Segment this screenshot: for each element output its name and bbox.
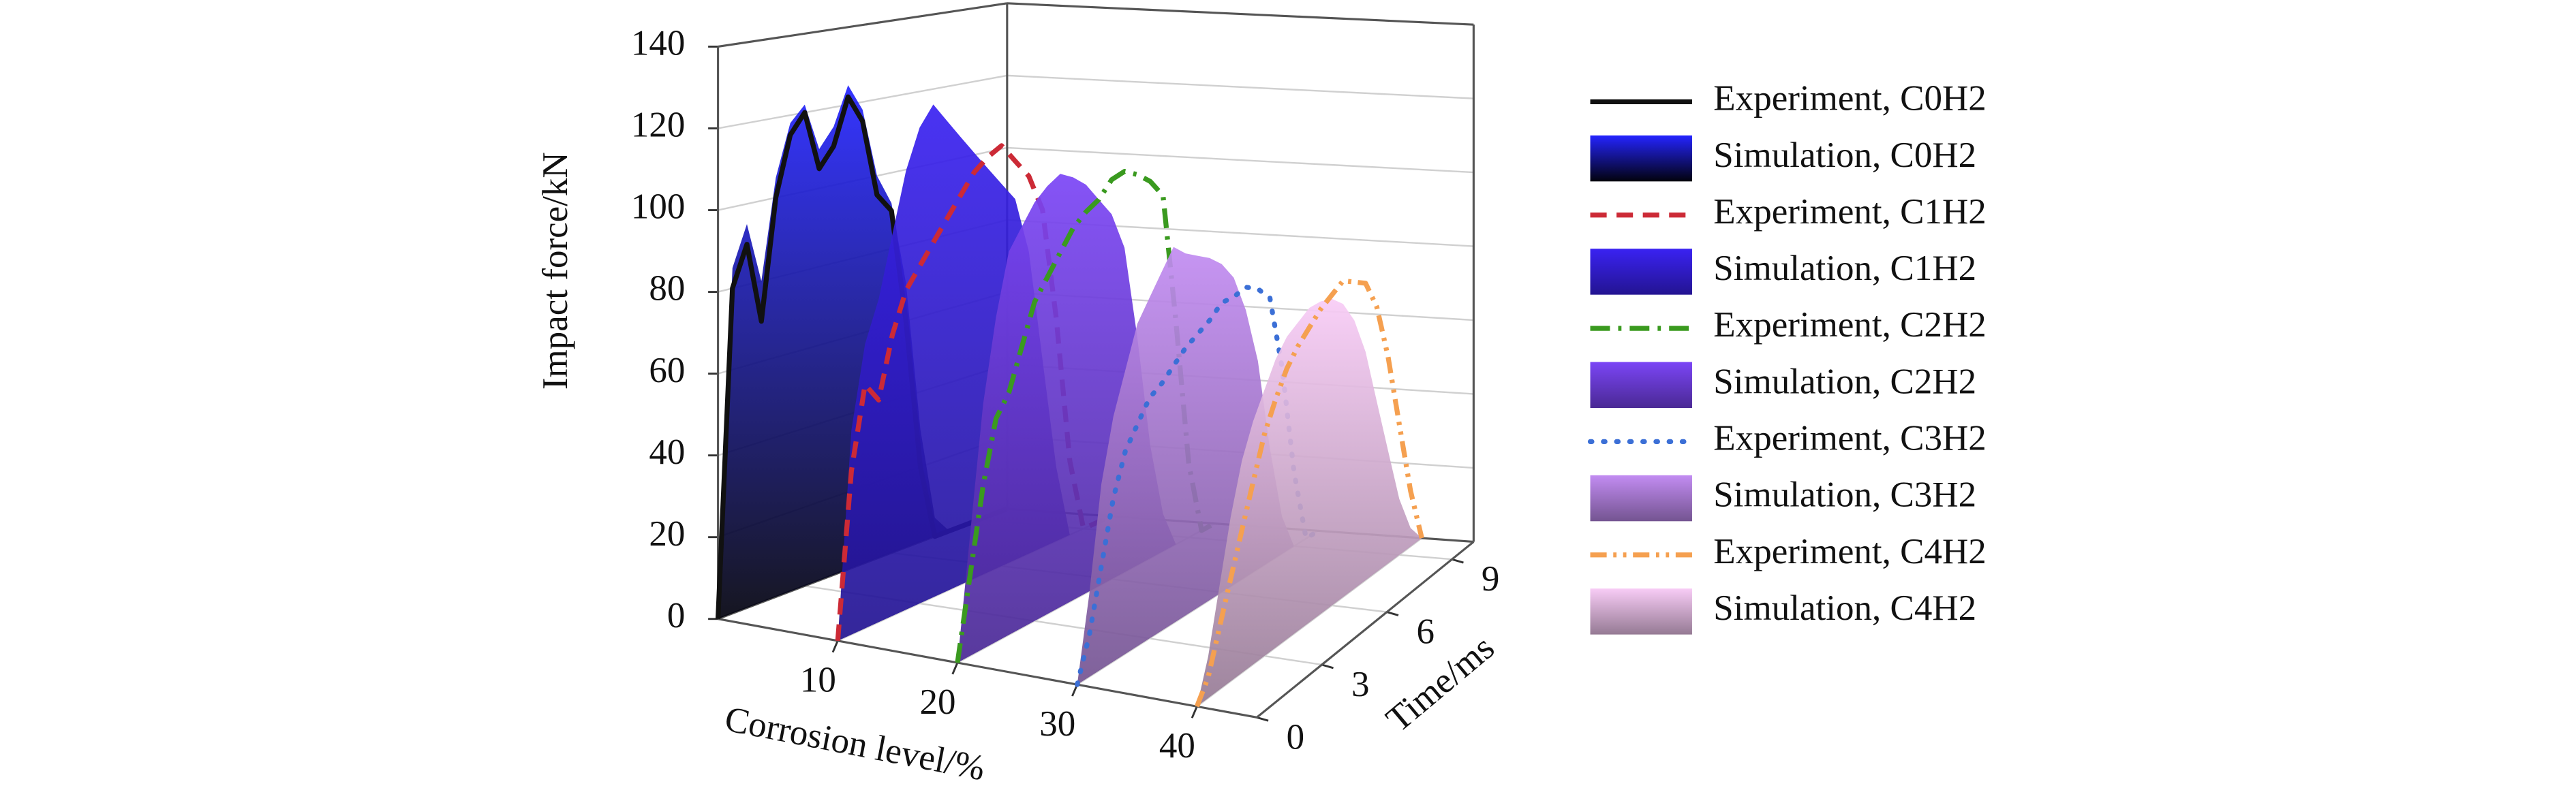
axis-edge — [718, 618, 1257, 719]
y-tick — [1321, 663, 1334, 669]
x-tick — [831, 640, 839, 653]
legend-swatch — [1590, 362, 1692, 408]
y-tick-label: 9 — [1482, 559, 1500, 599]
legend-label: Experiment, C2H2 — [1713, 305, 1987, 345]
x-tick-label: 10 — [800, 661, 836, 700]
z-tick-label: 20 — [649, 514, 685, 554]
experiment-line — [1194, 278, 1424, 708]
x-tick-label: 30 — [1039, 704, 1075, 744]
simulation-area — [1077, 247, 1319, 685]
axis-edge — [718, 2, 1008, 48]
legend-label: Experiment, C1H2 — [1713, 192, 1987, 232]
z-tick-label: 120 — [631, 106, 686, 145]
axis-edge — [1007, 2, 1474, 26]
simulation-area — [718, 85, 1007, 619]
experiment-line — [955, 169, 1216, 663]
legend-label: Simulation, C2H2 — [1713, 362, 1976, 401]
x-tick-label: 20 — [920, 682, 956, 722]
z-tick-label: 140 — [631, 24, 686, 63]
z-tick-label: 80 — [649, 269, 685, 309]
legend-swatch — [1590, 135, 1692, 182]
x-tick — [1191, 706, 1198, 719]
legend-label: Experiment, C3H2 — [1713, 419, 1987, 458]
legend-label: Experiment, C4H2 — [1713, 532, 1987, 571]
y-tick — [1452, 558, 1464, 564]
z-tick-label: 60 — [649, 351, 685, 390]
legend-label: Simulation, C4H2 — [1713, 588, 1976, 628]
y-tick — [1256, 716, 1269, 722]
axis-edge — [1256, 541, 1475, 719]
grid-line — [718, 74, 1474, 129]
legend-label: Simulation, C1H2 — [1713, 249, 1976, 288]
legend-swatch — [1590, 475, 1692, 522]
y-tick-label: 3 — [1351, 665, 1370, 704]
y-tick — [1386, 611, 1399, 616]
legend-swatch — [1590, 249, 1692, 295]
z-axis-title: Impact force/kN — [536, 152, 575, 390]
simulation-area — [1197, 298, 1422, 707]
z-tick-label: 40 — [649, 432, 685, 472]
legend-label: Simulation, C0H2 — [1713, 136, 1976, 175]
legend-swatch — [1590, 588, 1692, 635]
legend-label: Simulation, C3H2 — [1713, 475, 1976, 515]
y-tick-label: 0 — [1287, 717, 1305, 757]
x-tick-label: 40 — [1159, 726, 1195, 766]
y-tick-label: 6 — [1416, 612, 1435, 652]
legend-label: Experiment, C0H2 — [1713, 79, 1987, 119]
y-axis-title: Time/ms — [1379, 628, 1501, 740]
z-tick-label: 100 — [631, 187, 686, 227]
grid-line — [718, 2, 1474, 48]
z-tick-label: 0 — [667, 596, 686, 635]
x-tick — [951, 662, 959, 675]
